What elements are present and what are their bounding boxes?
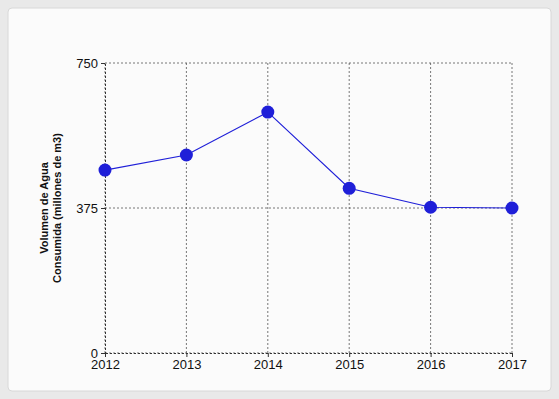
line	[105, 112, 512, 208]
grid-line	[105, 63, 512, 64]
axis-line	[106, 354, 513, 358]
marker	[99, 164, 112, 177]
card	[8, 8, 551, 391]
chart: 2012201320142015201620170375750Volumen d…	[0, 0, 559, 399]
axis-line	[101, 64, 106, 354]
x-axis: 201220132014201520162017	[91, 353, 527, 372]
tick-mark	[101, 63, 105, 64]
tick-mark	[101, 208, 105, 209]
tick-label: 2014	[254, 357, 283, 372]
grid	[105, 63, 512, 353]
tick: 2013	[172, 353, 201, 372]
y-axis-title: Volumen de AguaConsumida (millones de m3…	[38, 133, 63, 283]
marker	[343, 182, 356, 195]
tick-label: 2017	[498, 357, 527, 372]
marker	[180, 149, 193, 162]
tick-label: 2015	[335, 357, 364, 372]
tick-label: 750	[76, 56, 98, 71]
tick: 750	[76, 56, 105, 71]
tick-label: 2016	[417, 357, 446, 372]
tick-mark	[101, 353, 105, 354]
marker	[261, 106, 274, 119]
tick: 2015	[335, 353, 364, 372]
tick: 375	[76, 201, 105, 216]
tick: 2016	[417, 353, 446, 372]
plot	[99, 106, 519, 215]
tick: 0	[91, 346, 105, 361]
tick-label: 375	[76, 201, 98, 216]
marker	[506, 202, 519, 215]
tick-label: 0	[91, 346, 98, 361]
tick: 2017	[498, 353, 527, 372]
tick: 2014	[254, 353, 283, 372]
y-axis: 0 375 750	[76, 56, 105, 361]
marker	[424, 201, 437, 214]
tick-label: 2013	[172, 357, 201, 372]
